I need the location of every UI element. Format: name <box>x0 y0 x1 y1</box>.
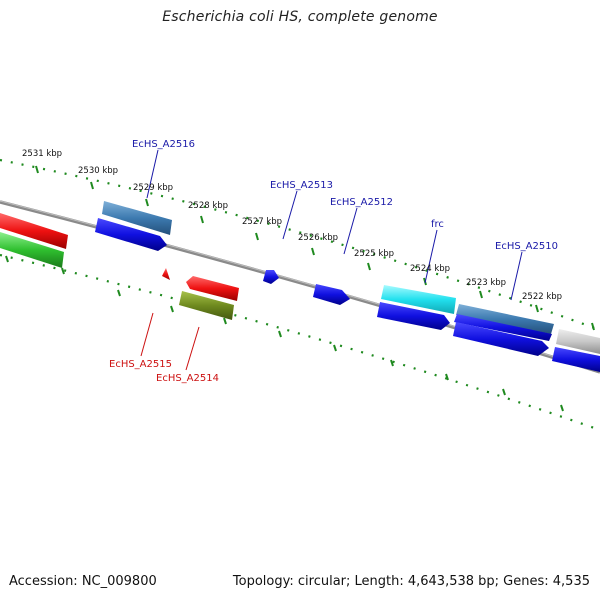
scale-label: 2523 kbp <box>466 278 506 288</box>
major-tick <box>591 322 595 331</box>
major-tick <box>479 290 483 299</box>
scale-labels: 2531 kbp 2530 kbp 2529 kbp 2528 kbp 2527… <box>22 149 562 302</box>
leader-a2510 <box>510 251 523 301</box>
major-tick <box>255 232 259 241</box>
genome-summary-text: Topology: circular; Length: 4,643,538 bp… <box>232 574 590 589</box>
scale-label: 2522 kbp <box>522 292 562 302</box>
feature-blue-a2516[interactable] <box>95 218 167 251</box>
inner-major-ticks <box>5 255 564 412</box>
leader-a2515 <box>140 312 154 357</box>
gene-label-forward[interactable]: EcHS_A2516 <box>132 139 195 150</box>
gene-label-forward[interactable]: EcHS_A2510 <box>495 241 558 252</box>
major-tick <box>200 215 204 224</box>
feature-grey-right[interactable] <box>556 329 600 354</box>
gene-label-forward[interactable]: EcHS_A2513 <box>270 180 333 191</box>
leader-a2516 <box>146 149 159 199</box>
gene-label-forward[interactable]: frc <box>431 219 444 230</box>
feature-blue-a2510-b[interactable] <box>453 322 549 356</box>
feature-green-left[interactable] <box>0 232 64 268</box>
inner-tick-ring <box>0 253 600 432</box>
label-leaders <box>140 149 523 371</box>
major-tick <box>145 198 149 207</box>
feature-red-a2515[interactable] <box>162 268 170 280</box>
major-tick <box>35 165 39 174</box>
feature-red-a2514[interactable] <box>186 276 239 301</box>
major-ticks <box>35 165 595 331</box>
major-tick <box>311 247 315 256</box>
leader-a2513 <box>282 190 298 240</box>
feature-blue-frc[interactable] <box>377 302 450 330</box>
feature-steelblue-a2516[interactable] <box>102 201 172 235</box>
leader-a2512 <box>343 207 358 255</box>
feature-red-left[interactable] <box>0 213 68 249</box>
scale-label: 2528 kbp <box>188 201 228 211</box>
scale-label: 2525 kbp <box>354 249 394 259</box>
forward-features <box>95 201 600 372</box>
major-tick <box>535 304 539 313</box>
major-tick <box>367 262 371 271</box>
feature-blue-a2513[interactable] <box>263 270 279 284</box>
feature-olive-a2514[interactable] <box>179 291 234 320</box>
scale-label: 2526 kbp <box>298 233 338 243</box>
scale-label: 2529 kbp <box>133 183 173 193</box>
map-title: Escherichia coli HS, complete genome <box>162 9 438 25</box>
gene-labels: EcHS_A2516 EcHS_A2513 EcHS_A2512 frc EcH… <box>109 139 558 384</box>
leader-a2514 <box>185 326 200 371</box>
accession-text: Accession: NC_009800 <box>9 574 157 589</box>
major-tick <box>90 181 94 190</box>
feature-cyan-frc[interactable] <box>381 285 456 314</box>
feature-blue-a2510-a[interactable] <box>454 314 552 341</box>
scale-label: 2524 kbp <box>410 264 450 274</box>
leader-frc <box>424 229 438 284</box>
outer-tick-ring <box>0 158 600 332</box>
feature-steelblue-a2510[interactable] <box>456 304 554 334</box>
scale-label: 2530 kbp <box>78 166 118 176</box>
scale-label: 2527 kbp <box>242 217 282 227</box>
scale-label: 2531 kbp <box>22 149 62 159</box>
reverse-features <box>0 213 239 320</box>
feature-blue-right[interactable] <box>552 347 600 372</box>
gene-label-forward[interactable]: EcHS_A2512 <box>330 197 393 208</box>
feature-blue-a2512[interactable] <box>313 284 350 305</box>
gene-label-reverse[interactable]: EcHS_A2514 <box>156 373 219 384</box>
gene-label-reverse[interactable]: EcHS_A2515 <box>109 359 172 370</box>
outer-tick-dots <box>0 158 600 332</box>
